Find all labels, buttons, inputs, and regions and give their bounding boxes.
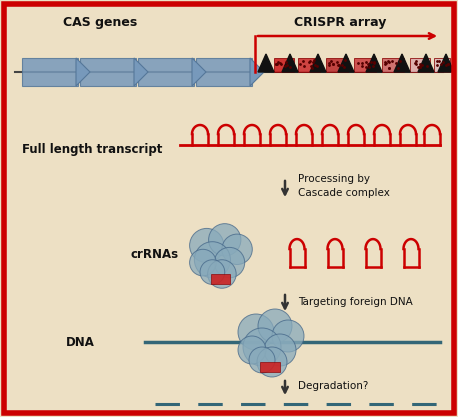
Polygon shape bbox=[310, 54, 326, 72]
Circle shape bbox=[207, 260, 236, 288]
Polygon shape bbox=[366, 54, 382, 72]
Polygon shape bbox=[76, 58, 90, 86]
Polygon shape bbox=[192, 58, 206, 86]
Bar bbox=[410, 58, 430, 72]
Polygon shape bbox=[394, 54, 410, 72]
Text: DNA: DNA bbox=[65, 336, 94, 349]
Bar bbox=[326, 58, 348, 72]
Circle shape bbox=[264, 334, 296, 366]
Circle shape bbox=[238, 336, 266, 364]
Bar bbox=[298, 58, 320, 72]
Polygon shape bbox=[250, 58, 264, 86]
Circle shape bbox=[194, 242, 230, 278]
Circle shape bbox=[190, 249, 216, 276]
Text: crRNAs: crRNAs bbox=[131, 249, 179, 261]
Polygon shape bbox=[418, 54, 434, 72]
Polygon shape bbox=[438, 54, 454, 72]
Circle shape bbox=[190, 229, 224, 263]
Circle shape bbox=[208, 224, 241, 256]
Circle shape bbox=[272, 320, 304, 352]
Circle shape bbox=[258, 309, 292, 343]
Text: CAS genes: CAS genes bbox=[63, 15, 137, 28]
Circle shape bbox=[243, 328, 281, 366]
Bar bbox=[211, 274, 229, 284]
FancyBboxPatch shape bbox=[22, 58, 78, 86]
FancyBboxPatch shape bbox=[80, 58, 136, 86]
Polygon shape bbox=[134, 58, 148, 86]
Bar bbox=[274, 58, 294, 72]
Polygon shape bbox=[282, 54, 298, 72]
Bar bbox=[354, 58, 376, 72]
Circle shape bbox=[238, 314, 274, 350]
Text: CRISPR array: CRISPR array bbox=[294, 15, 386, 28]
Circle shape bbox=[257, 347, 287, 377]
Text: Targeting foreign DNA: Targeting foreign DNA bbox=[298, 297, 413, 307]
Circle shape bbox=[222, 234, 252, 264]
Polygon shape bbox=[258, 54, 274, 72]
Circle shape bbox=[200, 260, 225, 284]
Bar bbox=[434, 58, 450, 72]
Circle shape bbox=[214, 247, 245, 278]
Bar bbox=[260, 362, 280, 372]
Polygon shape bbox=[338, 54, 354, 72]
Text: Full length transcript: Full length transcript bbox=[22, 143, 163, 156]
Bar bbox=[382, 58, 404, 72]
FancyBboxPatch shape bbox=[196, 58, 252, 86]
Text: Processing by
Cascade complex: Processing by Cascade complex bbox=[298, 174, 390, 198]
FancyBboxPatch shape bbox=[138, 58, 194, 86]
Text: Degradation?: Degradation? bbox=[298, 381, 368, 391]
Circle shape bbox=[249, 347, 275, 373]
